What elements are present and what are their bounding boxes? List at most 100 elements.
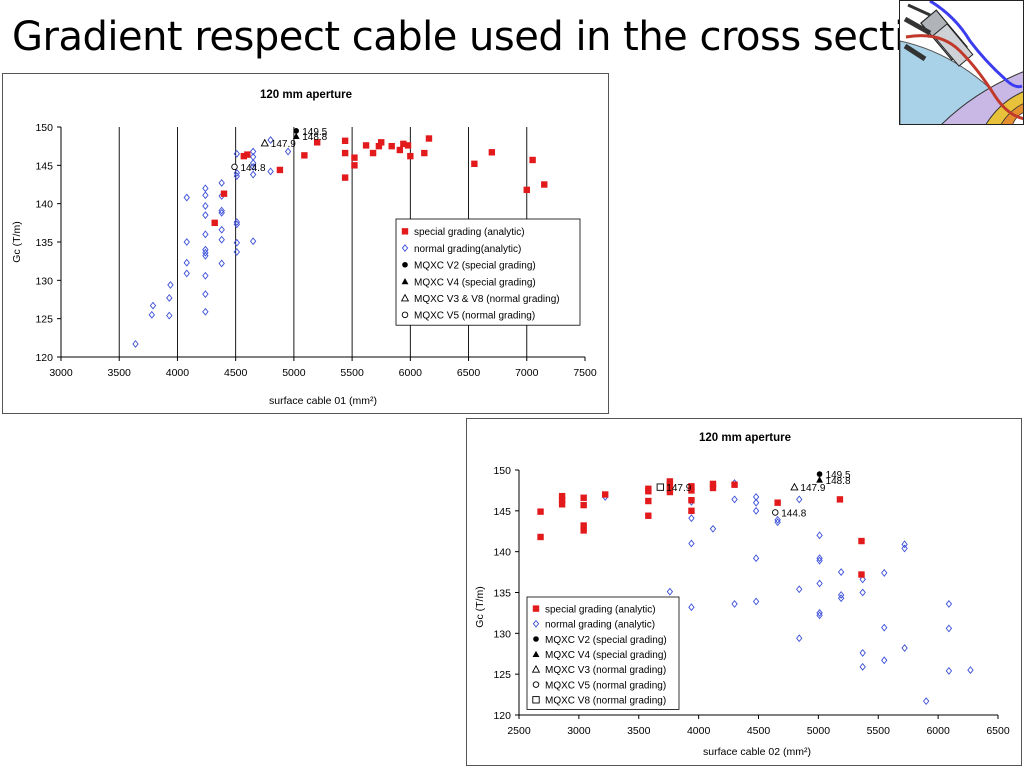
data-point-0-7 [341,174,349,181]
data-point-1-4 [166,294,173,302]
x-tick-label: 6000 [926,725,950,737]
data-point-1-11 [752,498,760,507]
data-point-1-3 [166,311,173,320]
data-point-0-13 [645,485,652,492]
legend-label: MQXC V4 (special grading) [414,277,536,288]
legend-box [395,218,581,326]
data-point-1-38 [901,644,908,652]
data-point-0-11 [351,154,358,161]
data-point-0-25 [523,186,530,194]
data-point-1-5 [167,281,174,289]
x-tick-label: 5500 [340,367,364,379]
data-point-0-11 [645,497,652,505]
legend-label: MQXC V2 (special grading) [545,635,667,646]
data-point-1-27 [837,591,845,599]
y-tick-label: 125 [35,314,53,326]
data-point-0-18 [400,140,407,148]
data-point-0-27 [858,537,865,545]
legend-label: MQXC V5 (normal grading) [414,311,535,322]
data-point-1-24 [218,208,225,217]
data-point-0-2 [240,152,248,160]
x-tick-label: 4000 [687,725,711,737]
x-tick-label: 5500 [867,725,891,737]
x-tick-label: 7000 [515,367,539,379]
data-point-1-31 [859,649,866,657]
data-point-1-34 [233,248,241,256]
data-label: 147.9 [666,483,691,494]
data-point-1-8 [731,495,738,504]
data-point-0-3 [558,497,566,504]
y-tick-label: 145 [35,160,53,172]
x-tick-label: 4000 [166,367,190,379]
chart-title: 120 mm aperture [699,432,791,444]
data-label: 144.8 [781,508,806,519]
data-point-1-11 [202,191,209,200]
data-point-1-13 [202,211,209,220]
data-point-0-15 [378,139,385,146]
data-point-1-14 [752,597,760,606]
legend-marker-1 [532,619,540,628]
data-point-1-16 [774,515,781,524]
data-point-1-15 [774,518,781,527]
x-tick-label: 6500 [986,725,1010,737]
data-point-1-20 [202,307,209,316]
data-point-1-37 [901,544,908,553]
data-point-0-5 [580,527,587,534]
y-tick-label: 135 [493,588,511,600]
data-point-3-0 [292,132,300,139]
data-point-1-19 [796,634,803,643]
x-axis-label: surface cable 02 (mm²) [703,746,811,758]
chart-cable-02: 120 mm aperture 2500 3000 3500 4000 4500 5000 5… [466,418,1022,766]
data-point-1-12 [752,506,760,515]
y-tick-label: 140 [35,199,53,211]
data-point-1-40 [249,237,257,246]
data-point-0-8 [341,149,349,157]
data-point-0-6 [313,139,321,146]
chart-cable-01-svg: 120 mm aperture 3000 3500 4000 4500 5000 5500 6… [11,89,597,407]
legend-marker-6 [532,696,540,704]
data-point-1-17 [796,495,803,504]
data-point-0-21 [688,483,695,490]
data-point-1-43 [284,147,292,156]
data-point-1-20 [816,531,823,540]
x-tick-label: 4500 [224,367,248,379]
chart-cable-02-svg: 120 mm aperture 2500 3000 3500 4000 4500 5000 5… [474,432,1010,758]
legend-marker-3 [401,277,409,285]
data-point-0-5 [301,152,308,159]
data-point-1-35 [881,656,888,665]
x-tick-label: 2500 [507,725,531,737]
data-point-0-22 [425,135,433,142]
data-point-1-43 [967,666,974,674]
legend-marker-5 [532,681,540,688]
data-point-0-3 [244,151,251,158]
data-point-1-38 [249,162,257,171]
x-tick-label: 4500 [747,725,771,737]
data-point-0-12 [362,142,370,149]
data-point-2-0 [293,128,300,134]
legend-marker-3 [532,650,540,657]
data-point-0-10 [645,512,652,519]
data-point-1-16 [202,248,209,257]
legend-marker-4 [400,293,410,302]
data-point-0-26 [836,496,844,503]
data-label: 149.5 [302,127,327,138]
data-point-1-0 [132,340,139,348]
data-point-1-10 [202,184,209,193]
data-label: 144.8 [241,163,266,174]
slide-title: Gradient respect cable used in the cross… [12,14,954,60]
data-point-1-26 [218,235,225,244]
data-point-0-18 [688,507,695,515]
data-label: 147.9 [271,139,296,150]
chart-title: 120 mm aperture [260,89,352,101]
y-tick-label: 130 [493,628,511,640]
legend-box [526,596,680,710]
x-tick-label: 5000 [807,725,831,737]
data-point-0-16 [388,142,395,150]
x-tick-label: 3000 [49,367,73,379]
legend-marker-1 [401,244,409,252]
data-point-0-4 [558,492,566,500]
data-point-0-0 [211,219,218,227]
data-point-3-0 [816,476,823,483]
data-point-1-39 [922,697,930,706]
y-tick-label: 120 [493,710,511,722]
